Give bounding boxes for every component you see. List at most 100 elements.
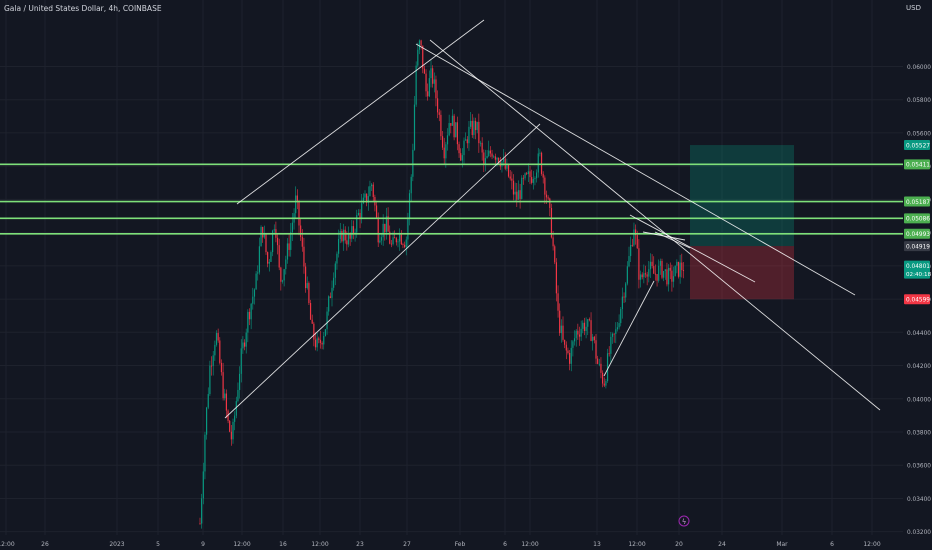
time-tick-label: 12:00	[628, 541, 645, 548]
price-tick-label: 0.04400	[907, 331, 931, 337]
candle-body	[338, 239, 340, 254]
candle-body	[633, 229, 635, 246]
candle-body	[483, 152, 485, 164]
lightning-icon[interactable]: ϟ	[678, 515, 690, 527]
candle-body	[217, 333, 219, 341]
price-tick-label: 0.05800	[907, 98, 931, 104]
candle-body	[511, 178, 513, 181]
price-tick-label: 0.03200	[907, 530, 931, 536]
candle-body	[364, 193, 366, 198]
price-label-text: 0.05527	[906, 143, 930, 149]
candle-body	[237, 389, 239, 402]
candle-body	[600, 363, 602, 373]
candle-body	[539, 152, 541, 154]
candle-body	[580, 328, 582, 337]
candle-body	[235, 401, 237, 416]
candle-body	[552, 237, 554, 247]
candle-body	[252, 296, 254, 304]
candle-body	[433, 79, 435, 84]
candle-body	[672, 276, 675, 282]
time-axis-bg	[0, 535, 903, 550]
countdown-label: 02:40:18	[906, 272, 932, 278]
candle-body	[605, 381, 607, 386]
long-position-tool[interactable]	[690, 145, 794, 300]
candle-body	[267, 252, 269, 264]
candle-body	[417, 49, 419, 66]
price-label-text: 0.04993	[906, 232, 930, 238]
candle-body	[441, 136, 444, 148]
candle-body	[356, 215, 358, 233]
candle-body	[258, 246, 260, 273]
candle-body	[371, 184, 373, 187]
candle-body	[519, 190, 521, 199]
candle-body	[559, 310, 561, 334]
candle-body	[450, 123, 452, 126]
candle-body	[262, 226, 264, 238]
candle-body	[676, 261, 678, 266]
candle-body	[367, 196, 369, 203]
candle-body	[593, 336, 595, 341]
candle-body	[585, 326, 587, 331]
candle-body	[425, 73, 427, 92]
price-label-tag	[904, 140, 930, 151]
candle-body	[555, 262, 557, 294]
candle-body	[582, 322, 584, 329]
candle-body	[598, 363, 600, 365]
candle-body	[394, 237, 396, 239]
price-tick-label: 0.03600	[907, 464, 931, 470]
candle-body	[451, 115, 454, 126]
candle-body	[569, 352, 571, 364]
candle-body	[606, 353, 609, 382]
time-tick-label: Mar	[776, 541, 788, 548]
candle-body	[625, 283, 627, 298]
candle-body	[329, 296, 331, 298]
candle-body	[458, 144, 460, 154]
target-zone	[690, 145, 794, 247]
price-label-tag	[904, 159, 930, 170]
candle-body	[532, 179, 534, 183]
candle-body	[587, 319, 589, 327]
candle-body	[659, 260, 661, 266]
candle-body	[681, 262, 683, 271]
candle-body	[420, 40, 422, 46]
time-tick-label: 5	[156, 541, 160, 548]
candle-body	[399, 233, 401, 242]
candle-body	[272, 230, 274, 253]
candle-body	[656, 274, 658, 281]
time-tick-label: 23	[356, 541, 364, 548]
candle-body	[209, 365, 211, 395]
candle-body	[679, 262, 681, 277]
horizontal-levels[interactable]	[0, 163, 903, 235]
candle-body	[514, 191, 516, 195]
candle-body	[385, 216, 388, 233]
time-tick-label: 24	[718, 541, 726, 548]
candle-body	[474, 120, 477, 131]
candle-body	[395, 238, 397, 243]
candle-body	[565, 344, 567, 351]
candle-body	[265, 233, 267, 253]
time-axis[interactable]: 12:00 26 2023 5 9 12:00 16 12:00 23 27 Feb 6 12:00 13…	[0, 535, 903, 550]
price-axis[interactable]: 0.060000.058000.056000.054000.052000.050…	[903, 0, 932, 550]
candle-body	[615, 329, 617, 334]
candle-body	[331, 287, 333, 298]
candle-body	[341, 230, 343, 242]
candle-body	[342, 229, 345, 242]
candle-body	[646, 274, 648, 277]
time-tick-label: 27	[403, 541, 411, 548]
candle-body	[314, 339, 317, 348]
candle-body	[366, 193, 368, 203]
candle-body	[663, 271, 665, 278]
candle-body	[649, 261, 652, 270]
candle-body	[557, 293, 559, 311]
candle-body	[290, 232, 292, 250]
candle-body	[509, 176, 511, 179]
price-tick-label: 0.03800	[907, 430, 931, 436]
candle-body	[443, 147, 445, 159]
candle-body	[630, 244, 632, 257]
candle-body	[380, 237, 383, 241]
time-tick-label: 2023	[109, 541, 124, 548]
candle-body	[453, 115, 455, 138]
price-label-tag	[904, 260, 930, 279]
trend-lines[interactable]	[224, 19, 881, 419]
